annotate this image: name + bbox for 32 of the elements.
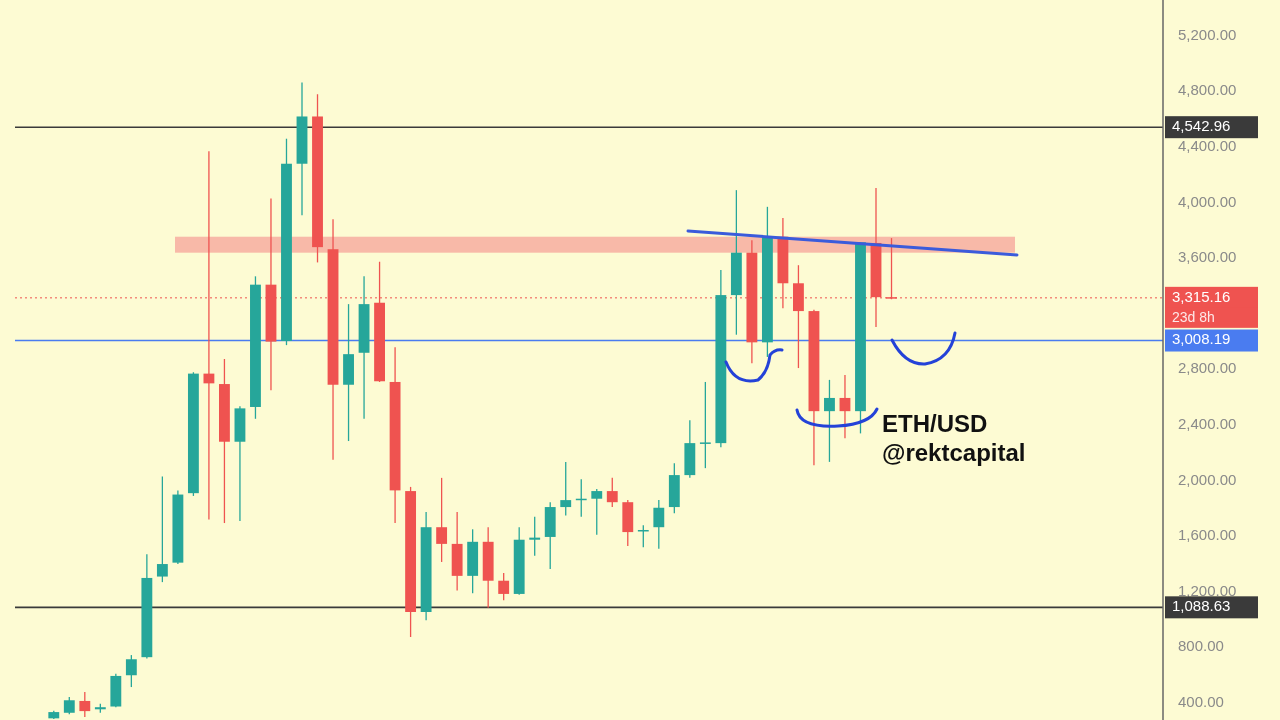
ref-line-label: 4,542.96 — [1172, 117, 1231, 135]
candlestick — [824, 379, 835, 463]
candlestick — [699, 381, 711, 469]
candlestick — [529, 516, 541, 557]
y-tick-label: 800.00 — [1178, 637, 1224, 655]
y-tick-label: 1,200.00 — [1178, 581, 1237, 599]
candlestick — [591, 488, 603, 536]
candlestick — [156, 475, 168, 583]
candlestick — [436, 477, 448, 563]
y-tick-label: 4,000.00 — [1178, 192, 1237, 210]
candlestick — [839, 374, 851, 439]
candlestick — [498, 572, 510, 601]
candlestick — [606, 477, 618, 508]
candlestick — [560, 461, 572, 517]
y-tick-label: 3,600.00 — [1178, 248, 1237, 266]
y-tick-label: 4,400.00 — [1178, 137, 1237, 155]
y-tick-label: 1,600.00 — [1178, 526, 1237, 544]
candlestick — [79, 691, 91, 718]
y-tick-label: 2,800.00 — [1178, 359, 1237, 377]
ref-line-label: 3,315.16 — [1172, 287, 1231, 305]
text: 23d 8h — [1172, 308, 1215, 325]
candlestick — [653, 499, 665, 550]
annotation: ETH/USD — [882, 410, 988, 437]
ref-line-label: 1,088.63 — [1172, 597, 1231, 615]
ref-line-label: 3,008.19 — [1172, 330, 1231, 348]
y-tick-label: 5,200.00 — [1178, 25, 1237, 43]
candlestick — [125, 654, 137, 688]
y-tick-label: 2,000.00 — [1178, 470, 1237, 488]
annotation: @rektcapital — [882, 439, 1026, 466]
y-tick-label: 400.00 — [1178, 693, 1224, 711]
y-tick-label: 4,800.00 — [1178, 81, 1237, 99]
y-tick-label: 2,400.00 — [1178, 415, 1237, 433]
